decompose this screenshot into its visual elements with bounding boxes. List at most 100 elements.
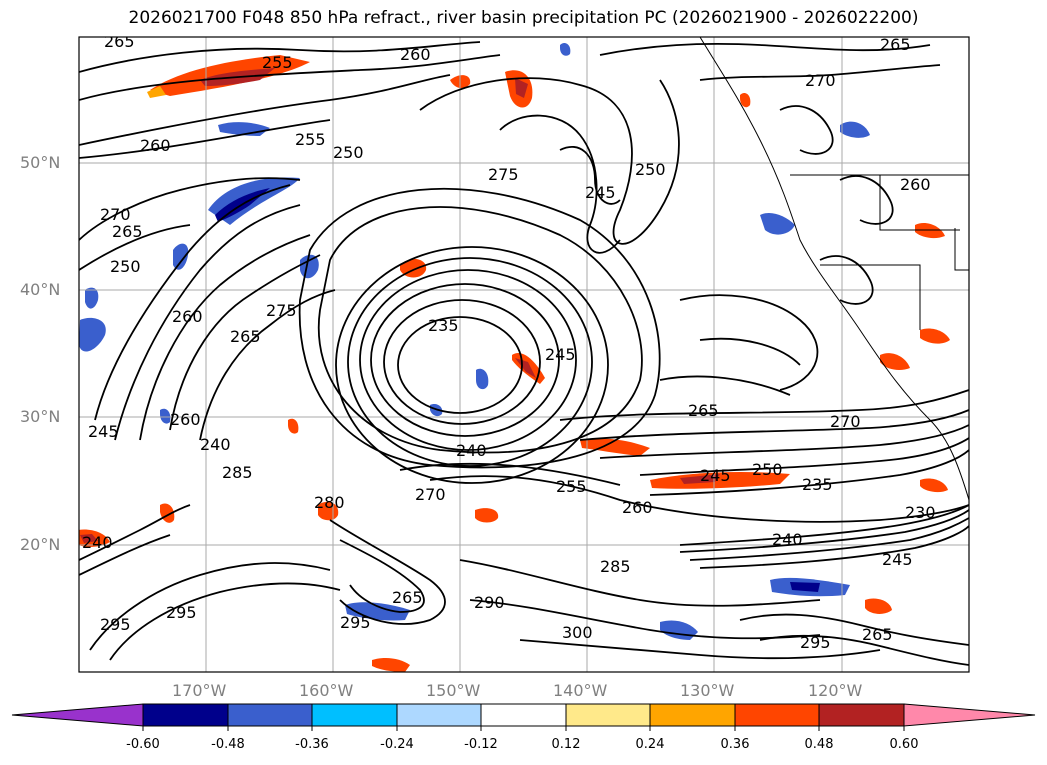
contour-line <box>559 389 969 421</box>
colorbar-segment <box>734 703 820 727</box>
contour-line <box>519 639 881 660</box>
contour-label: 265 <box>104 32 135 51</box>
contour-label: 295 <box>100 615 131 634</box>
contour-line <box>649 449 969 496</box>
contour-line <box>79 74 451 146</box>
contour-line <box>335 246 609 484</box>
contour-label: 280 <box>314 493 345 512</box>
contour-line <box>329 519 446 625</box>
map-title: 2026021700 F048 850 hPa refract., river … <box>128 8 919 28</box>
coastlines <box>699 37 969 501</box>
contour-label: 265 <box>230 327 261 346</box>
colorbar-tick-label: 0.60 <box>889 737 919 752</box>
contour-label: 265 <box>880 35 911 54</box>
colorbar-segment <box>565 703 651 727</box>
contour-label: 240 <box>772 530 803 549</box>
contour-label: 275 <box>488 165 519 184</box>
contour-line <box>689 517 969 561</box>
contour-label: 295 <box>166 603 197 622</box>
contour-line <box>679 504 969 546</box>
colorbar-tick-label: 0.12 <box>551 737 581 752</box>
contour-line <box>459 559 821 607</box>
border-line <box>879 175 960 231</box>
colorbar-segment <box>311 703 398 727</box>
contour-line <box>339 539 425 613</box>
contour-label: 260 <box>900 175 931 194</box>
contour-label: 255 <box>556 477 587 496</box>
contour-label: 260 <box>140 136 171 155</box>
contour-line <box>599 424 969 459</box>
contour-label: 300 <box>562 623 593 642</box>
contour-line <box>759 634 969 666</box>
precip-patch <box>790 582 820 592</box>
colorbar-tick-label: -0.60 <box>126 737 160 752</box>
contour-label: 285 <box>600 557 631 576</box>
contour-label: 245 <box>88 422 119 441</box>
contour-line <box>79 119 331 159</box>
contour-label: 240 <box>456 441 487 460</box>
contour-line <box>699 337 801 366</box>
colorbar-extend-low <box>11 703 144 727</box>
contour-line <box>114 204 301 441</box>
contour-line <box>419 77 680 245</box>
contour-label: 235 <box>428 316 459 335</box>
contour-label: 260 <box>172 307 203 326</box>
contour-label: 250 <box>110 257 141 276</box>
contour-label: 270 <box>100 205 131 224</box>
contour-line <box>79 224 191 271</box>
contour-line <box>819 255 874 305</box>
coastline <box>699 37 969 501</box>
contour-line <box>79 54 501 101</box>
precip-patch <box>372 657 410 672</box>
contour-label: 245 <box>882 550 913 569</box>
contour-line <box>94 184 291 421</box>
contour-line <box>79 177 301 241</box>
contour-label: 285 <box>222 463 253 482</box>
contour-label: 250 <box>752 460 783 479</box>
contour-label: 260 <box>622 498 653 517</box>
precip-patch <box>880 353 910 370</box>
precip-patch <box>147 86 166 98</box>
contour-label: 230 <box>905 503 936 522</box>
contour-label: 265 <box>112 222 143 241</box>
precip-patch <box>920 328 950 344</box>
precip-patch <box>288 418 299 434</box>
contour-label: 265 <box>392 588 423 607</box>
border-line <box>954 228 969 271</box>
map-gridlines <box>79 37 969 672</box>
contour-label: 235 <box>802 475 833 494</box>
precip-patch <box>160 408 171 424</box>
colorbar-tick-label: 0.48 <box>804 737 834 752</box>
contour-line <box>169 254 321 431</box>
contour-line <box>699 64 941 81</box>
precip-patch <box>173 243 189 270</box>
contour-label: 260 <box>170 410 201 429</box>
contour-line <box>139 234 311 441</box>
lat-label-30n: 30°N <box>20 407 61 426</box>
contour-line <box>199 289 336 441</box>
colorbar-tick-label: -0.48 <box>211 737 245 752</box>
contour-line <box>659 375 791 396</box>
contour-label: 275 <box>266 301 297 320</box>
contour-line <box>383 299 541 425</box>
contour-label: 270 <box>415 485 446 504</box>
refractivity-contours <box>79 41 969 666</box>
contour-label: 245 <box>585 183 616 202</box>
lon-label-140w: 140°W <box>553 681 608 700</box>
colorbar-segment <box>480 703 567 727</box>
contour-label: 250 <box>333 143 364 162</box>
colorbar-tick-label: -0.12 <box>464 737 498 752</box>
precip-patch <box>920 478 948 493</box>
contour-line <box>317 206 643 454</box>
precip-patch <box>79 317 106 352</box>
precip-patch <box>580 438 650 456</box>
contour-line <box>298 187 661 469</box>
contour-line <box>399 462 621 486</box>
contour-line <box>359 269 577 451</box>
contour-label: 245 <box>700 466 731 485</box>
precip-patch <box>915 223 945 239</box>
contour-label: 260 <box>400 45 431 64</box>
contour-label: 265 <box>688 401 719 420</box>
precip-patch <box>475 508 499 523</box>
